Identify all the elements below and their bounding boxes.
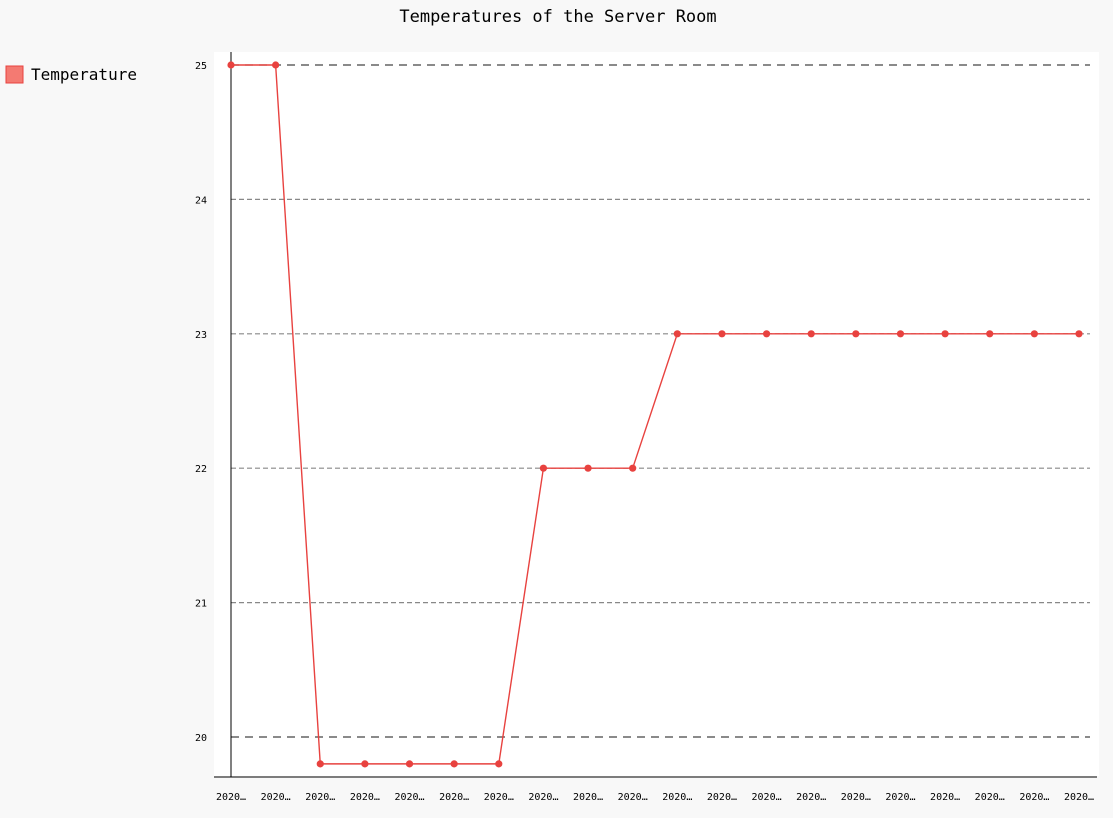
x-tick-label-10: 2020…: [662, 792, 692, 803]
series-temperature: [227, 61, 1083, 768]
data-point-8[interactable]: [584, 464, 592, 472]
axes: [214, 52, 1097, 778]
data-point-7[interactable]: [539, 464, 548, 472]
data-point-0[interactable]: [227, 61, 235, 69]
data-point-1[interactable]: [272, 61, 280, 69]
plot-area: [214, 52, 1099, 776]
legend-label-temperature[interactable]: Temperature: [31, 65, 137, 84]
y-tick-label-20: 20: [195, 733, 207, 744]
data-point-16[interactable]: [941, 330, 949, 338]
data-point-6[interactable]: [495, 760, 503, 768]
y-tick-label-21: 21: [195, 599, 207, 610]
data-point-5[interactable]: [450, 760, 458, 768]
y-tick-label-24: 24: [195, 195, 207, 206]
data-point-10[interactable]: [673, 330, 681, 338]
data-point-4[interactable]: [405, 760, 414, 768]
x-tick-label-7: 2020…: [528, 792, 558, 803]
x-tick-label-18: 2020…: [1019, 792, 1049, 803]
x-tick-label-16: 2020…: [930, 792, 960, 803]
x-tick-label-17: 2020…: [975, 792, 1005, 803]
data-point-18[interactable]: [1030, 330, 1038, 338]
x-tick-labels: 2020… 2020… 2020… 2020… 2020… 2020… 2020… 2020……: [216, 792, 1094, 803]
x-tick-label-12: 2020…: [752, 792, 782, 803]
y-tick-label-22: 22: [195, 464, 207, 475]
x-tick-label-0: 2020…: [216, 792, 246, 803]
x-tick-label-1: 2020…: [261, 792, 291, 803]
data-point-17[interactable]: [986, 330, 994, 338]
x-tick-label-6: 2020…: [484, 792, 514, 803]
x-tick-label-3: 2020…: [350, 792, 380, 803]
series-line-0: [231, 64, 1079, 765]
chart-title: Temperatures of the Server Room: [399, 7, 716, 27]
x-tick-label-19: 2020…: [1064, 792, 1094, 803]
x-tick-label-8: 2020…: [573, 792, 603, 803]
data-point-14[interactable]: [852, 330, 860, 338]
x-tick-label-5: 2020…: [439, 792, 469, 803]
x-tick-label-9: 2020…: [618, 792, 648, 803]
legend-swatch-temperature[interactable]: [5, 65, 24, 84]
data-point-12[interactable]: [762, 330, 771, 338]
x-tick-label-4: 2020…: [394, 792, 424, 803]
data-point-2[interactable]: [316, 760, 324, 768]
y-tick-label-23: 23: [195, 330, 207, 341]
data-point-3[interactable]: [361, 760, 369, 768]
x-tick-label-2: 2020…: [305, 792, 335, 803]
data-point-19[interactable]: [1075, 330, 1083, 338]
y-tick-label-25: 25: [195, 61, 207, 72]
x-tick-label-15: 2020…: [885, 792, 915, 803]
x-tick-label-14: 2020…: [841, 792, 871, 803]
data-point-15[interactable]: [896, 330, 905, 338]
x-tick-label-11: 2020…: [707, 792, 737, 803]
data-point-9[interactable]: [629, 464, 637, 472]
data-point-11[interactable]: [718, 330, 726, 338]
legend[interactable]: Temperature: [5, 65, 137, 84]
x-tick-label-13: 2020…: [796, 792, 826, 803]
data-point-13[interactable]: [807, 330, 815, 338]
y-tick-labels: 20 21 22 23 24 25: [195, 61, 207, 744]
